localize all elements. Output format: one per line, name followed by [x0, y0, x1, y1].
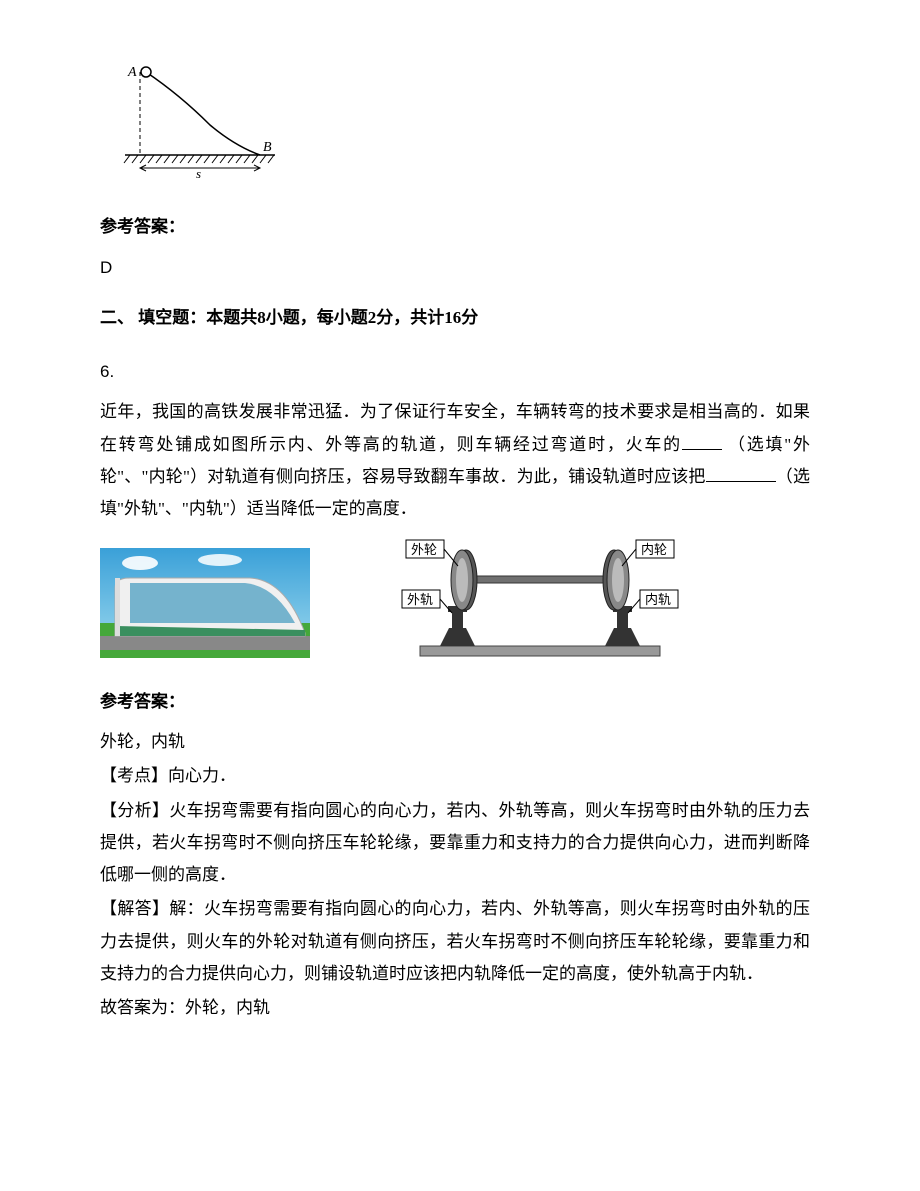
label-inner-rail: 内轨	[645, 592, 671, 607]
fenxi-value: 火车拐弯需要有指向圆心的向心力，若内、外轨等高，则火车拐弯时由外轨的压力去提供，…	[100, 801, 810, 885]
label-outer-wheel: 外轮	[411, 542, 437, 557]
projectile-figure: A B s	[110, 60, 810, 191]
label-b: B	[263, 140, 272, 155]
question-number-6: 6.	[100, 356, 810, 388]
answer-label-6: 参考答案：	[100, 686, 810, 718]
kaodian-label: 【考点】	[100, 766, 168, 785]
train-image	[100, 548, 310, 658]
q6-images: 外轮 外轨 内轮 内轨	[100, 538, 810, 668]
label-outer-rail: 外轨	[407, 592, 433, 607]
q6-text: 近年，我国的高铁发展非常迅猛．为了保证行车安全，车辆转弯的技术要求是相当高的．如…	[100, 396, 810, 525]
answer-value-5: D	[100, 252, 810, 284]
jieda: 【解答】解：火车拐弯需要有指向圆心的向心力，若内、外轨等高，则火车拐弯时由外轨的…	[100, 893, 810, 990]
final-label: 故答案为：	[100, 998, 185, 1017]
fenxi-label: 【分析】	[100, 801, 169, 820]
kaodian-value: 向心力．	[168, 766, 236, 785]
answer-value-6: 外轮，内轨	[100, 726, 810, 758]
final-value: 外轮，内轨	[185, 998, 270, 1017]
wheel-rail-diagram: 外轮 外轨 内轮 内轨	[400, 538, 680, 668]
final-answer: 故答案为：外轮，内轨	[100, 992, 810, 1024]
jieda-label: 【解答】	[100, 899, 169, 918]
answer-label-5: 参考答案：	[100, 211, 810, 243]
blank-2	[706, 465, 776, 482]
label-inner-wheel: 内轮	[641, 542, 667, 557]
blank-1	[682, 433, 722, 450]
fenxi: 【分析】火车拐弯需要有指向圆心的向心力，若内、外轨等高，则火车拐弯时由外轨的压力…	[100, 795, 810, 892]
label-a: A	[127, 65, 137, 80]
jieda-value: 解：火车拐弯需要有指向圆心的向心力，若内、外轨等高，则火车拐弯时由外轨的压力去提…	[100, 899, 810, 983]
label-s: s	[196, 166, 201, 180]
section-2-title: 二、 填空题：本题共8小题，每小题2分，共计16分	[100, 302, 810, 334]
kaodian: 【考点】向心力．	[100, 760, 810, 792]
